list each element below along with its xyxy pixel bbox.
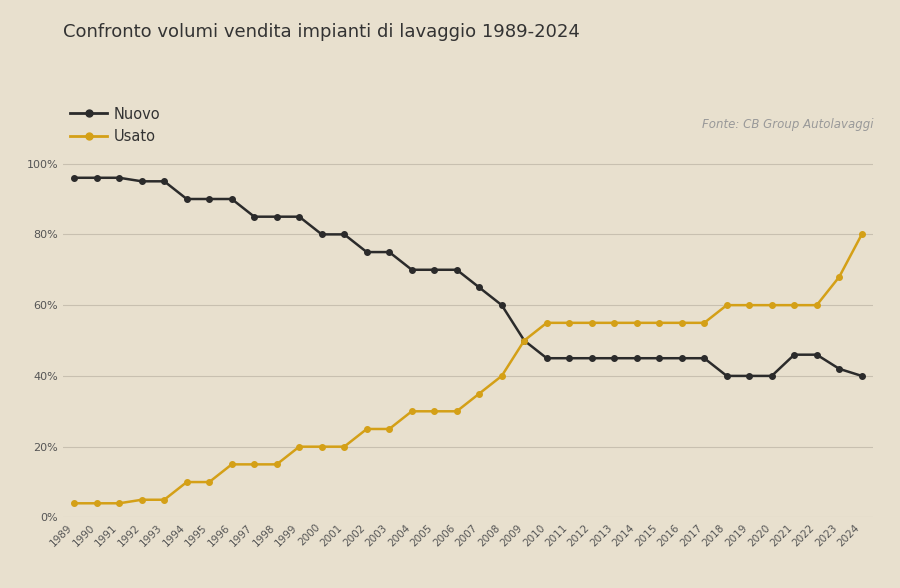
Text: Confronto volumi vendita impianti di lavaggio 1989-2024: Confronto volumi vendita impianti di lav… xyxy=(63,24,580,41)
Legend: Nuovo, Usato: Nuovo, Usato xyxy=(70,106,161,144)
Text: Fonte: CB Group Autolavaggi: Fonte: CB Group Autolavaggi xyxy=(701,118,873,131)
